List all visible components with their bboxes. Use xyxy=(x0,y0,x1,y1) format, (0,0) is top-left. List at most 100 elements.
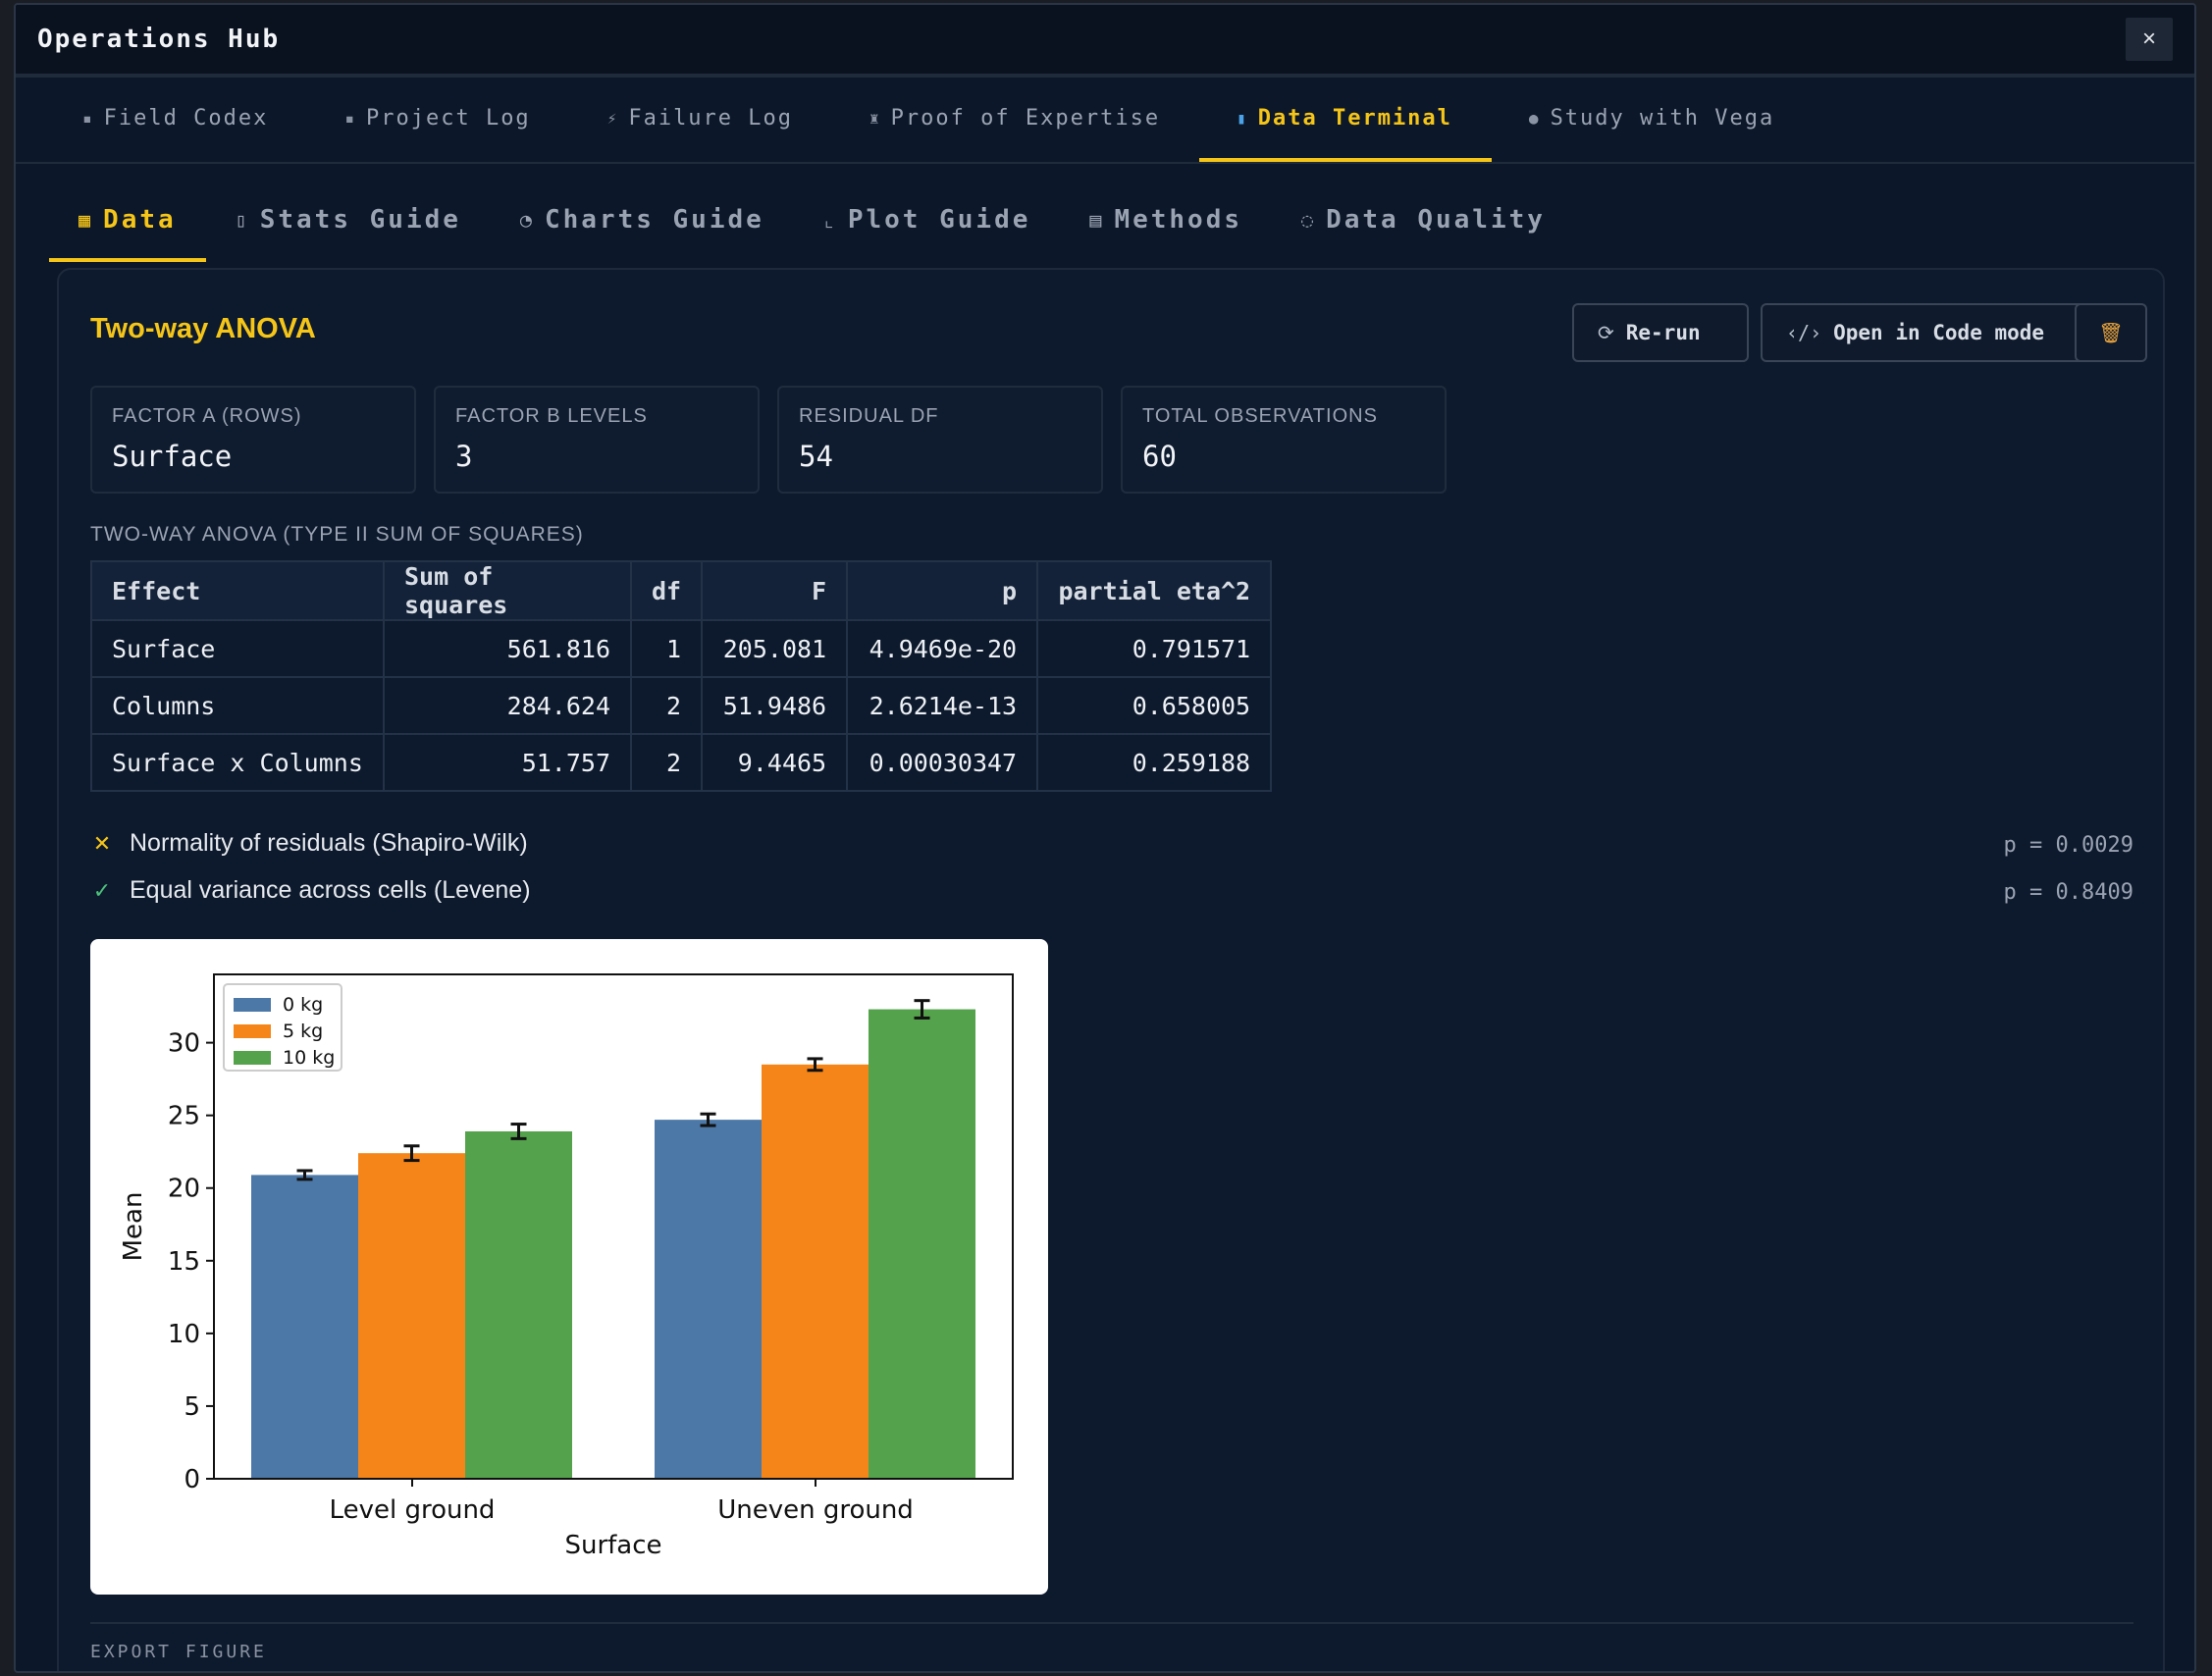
bar-10kg-0 xyxy=(465,1130,572,1479)
check-label: Normality of residuals (Shapiro-Wilk) xyxy=(130,829,528,857)
table-cell: 9.4465 xyxy=(701,733,849,792)
delete-button[interactable]: 🗑 xyxy=(2075,303,2147,362)
check-icon: ✓ xyxy=(92,877,112,903)
stat-label: FACTOR A (ROWS) xyxy=(112,405,302,427)
stat-card-factor-b-levels: FACTOR B LEVELS 3 xyxy=(434,386,760,494)
subtab-data-quality[interactable]: ◌ Data Quality xyxy=(1272,182,1575,262)
legend-label: 10 kg xyxy=(283,1047,335,1069)
bar-5kg-0 xyxy=(358,1153,465,1479)
subtab-label: Methods xyxy=(1114,205,1243,235)
main-tab-bar: ▪ Field Codex ▪ Project Log ⚡ Failure Log ♜… xyxy=(16,78,2194,164)
tab-study-with-vega[interactable]: ● Study with Vega xyxy=(1492,78,1814,162)
column-header: partial eta^2 xyxy=(1036,560,1273,621)
book-icon: ▪ xyxy=(82,108,94,128)
section-divider xyxy=(90,1622,2133,1624)
tab-proof-of-expertise[interactable]: ♜ Proof of Expertise xyxy=(832,78,1199,162)
plot-frame xyxy=(213,973,1014,1480)
check-p-value: p = 0.8409 xyxy=(2003,880,2133,905)
tab-field-codex[interactable]: ▪ Field Codex xyxy=(45,78,307,162)
clipboard-icon: ▪ xyxy=(344,108,356,128)
stat-value: Surface xyxy=(112,440,233,473)
tab-label: Project Log xyxy=(365,105,531,131)
subtab-plot-guide[interactable]: ⌞ Plot Guide xyxy=(794,182,1061,262)
stat-value: 3 xyxy=(455,440,473,473)
table-cell: 0.259188 xyxy=(1036,733,1273,792)
check-label: Equal variance across cells (Levene) xyxy=(130,876,531,904)
open-in-code-mode-button[interactable]: ‹/› Open in Code mode xyxy=(1761,303,2112,362)
column-header: Sum of squares xyxy=(383,560,632,621)
table-cell: 284.624 xyxy=(383,676,632,735)
y-tick-label: 10 xyxy=(168,1320,200,1349)
subtab-data[interactable]: ▦ Data xyxy=(49,182,206,262)
tab-label: Data Terminal xyxy=(1257,105,1452,131)
tab-label: Field Codex xyxy=(103,105,269,131)
rerun-button[interactable]: ⟳ Re-run xyxy=(1572,303,1749,362)
table-cell: 2 xyxy=(629,676,704,735)
column-header: F xyxy=(701,560,849,621)
column-header: Effect xyxy=(90,560,385,621)
y-tick-label: 25 xyxy=(168,1102,200,1131)
stat-label: FACTOR B LEVELS xyxy=(455,405,648,427)
droplet-icon: ◌ xyxy=(1301,208,1317,232)
bar-0kg-1 xyxy=(655,1120,762,1479)
y-tick-label: 0 xyxy=(184,1465,200,1494)
column-header: df xyxy=(629,560,704,621)
subtab-label: Data Quality xyxy=(1326,205,1546,235)
open-in-code-mode-label: Open in Code mode xyxy=(1833,321,2045,344)
y-tick-label: 5 xyxy=(184,1392,200,1422)
table-cell: 51.757 xyxy=(383,733,632,792)
y-tick-label: 15 xyxy=(168,1247,200,1277)
y-tick-label: 30 xyxy=(168,1029,200,1059)
stat-value: 54 xyxy=(799,440,833,473)
trophy-icon: ♜ xyxy=(869,108,881,128)
tab-data-terminal[interactable]: ▮ Data Terminal xyxy=(1199,78,1492,162)
refresh-icon: ⟳ xyxy=(1598,321,1614,344)
code-icon: ‹/› xyxy=(1786,321,1822,344)
table-cell: 0.791571 xyxy=(1036,619,1273,678)
subtab-label: Plot Guide xyxy=(847,205,1031,235)
bar-5kg-1 xyxy=(762,1064,869,1479)
table-cell: 0.658005 xyxy=(1036,676,1273,735)
table-cell: 2 xyxy=(629,733,704,792)
subtab-methods[interactable]: ▤ Methods xyxy=(1060,182,1272,262)
legend-swatch xyxy=(234,998,271,1012)
brain-icon: ● xyxy=(1528,108,1541,128)
tab-failure-log[interactable]: ⚡ Failure Log xyxy=(570,78,832,162)
table-row: Surface 561.816 1 205.081 4.9469e-20 0.7… xyxy=(90,619,1273,678)
close-button[interactable]: × xyxy=(2126,18,2173,61)
tab-label: Failure Log xyxy=(628,105,794,131)
subtab-label: Data xyxy=(103,205,177,235)
table-cell: 2.6214e-13 xyxy=(846,676,1039,735)
trash-icon: 🗑 xyxy=(2098,321,2124,344)
lightning-icon: ⚡ xyxy=(606,108,619,128)
legend-label: 0 kg xyxy=(283,994,323,1016)
clipboard-list-icon: ▤ xyxy=(1089,208,1105,232)
x-axis-label: Surface xyxy=(564,1531,661,1560)
tab-project-log[interactable]: ▪ Project Log xyxy=(307,78,569,162)
table-icon: ▦ xyxy=(79,208,94,232)
tab-label: Study with Vega xyxy=(1550,105,1775,131)
app-title: Operations Hub xyxy=(37,25,281,54)
check-equal-variance: ✓ Equal variance across cells (Levene) xyxy=(90,876,531,905)
rerun-label: Re-run xyxy=(1625,321,1701,344)
title-bar: Operations Hub × xyxy=(16,5,2194,78)
legend-swatch xyxy=(234,1024,271,1038)
check-p-value: p = 0.0029 xyxy=(2003,833,2133,858)
table-cell: Columns xyxy=(90,676,385,735)
bar-chart-icon: ▮ xyxy=(1237,108,1248,128)
x-icon: ✕ xyxy=(92,830,112,856)
table-cell: 561.816 xyxy=(383,619,632,678)
table-cell: Surface xyxy=(90,619,385,678)
table-row: Columns 284.624 2 51.9486 2.6214e-13 0.6… xyxy=(90,676,1273,735)
subtab-stats-guide[interactable]: ▯ Stats Guide xyxy=(206,182,491,262)
book-open-icon: ▯ xyxy=(235,208,250,232)
table-row: Surface x Columns 51.757 2 9.4465 0.0003… xyxy=(90,733,1273,792)
subtab-charts-guide[interactable]: ◔ Charts Guide xyxy=(491,182,794,262)
column-header: p xyxy=(846,560,1039,621)
legend-swatch xyxy=(234,1051,271,1065)
bar-0kg-0 xyxy=(251,1175,358,1479)
stat-value: 60 xyxy=(1142,440,1177,473)
operations-hub-window: Operations Hub × ▪ Field Codex ▪ Project L… xyxy=(14,3,2196,1673)
stat-card-residual-df: RESIDUAL DF 54 xyxy=(777,386,1103,494)
line-chart-icon: ⌞ xyxy=(822,208,838,232)
